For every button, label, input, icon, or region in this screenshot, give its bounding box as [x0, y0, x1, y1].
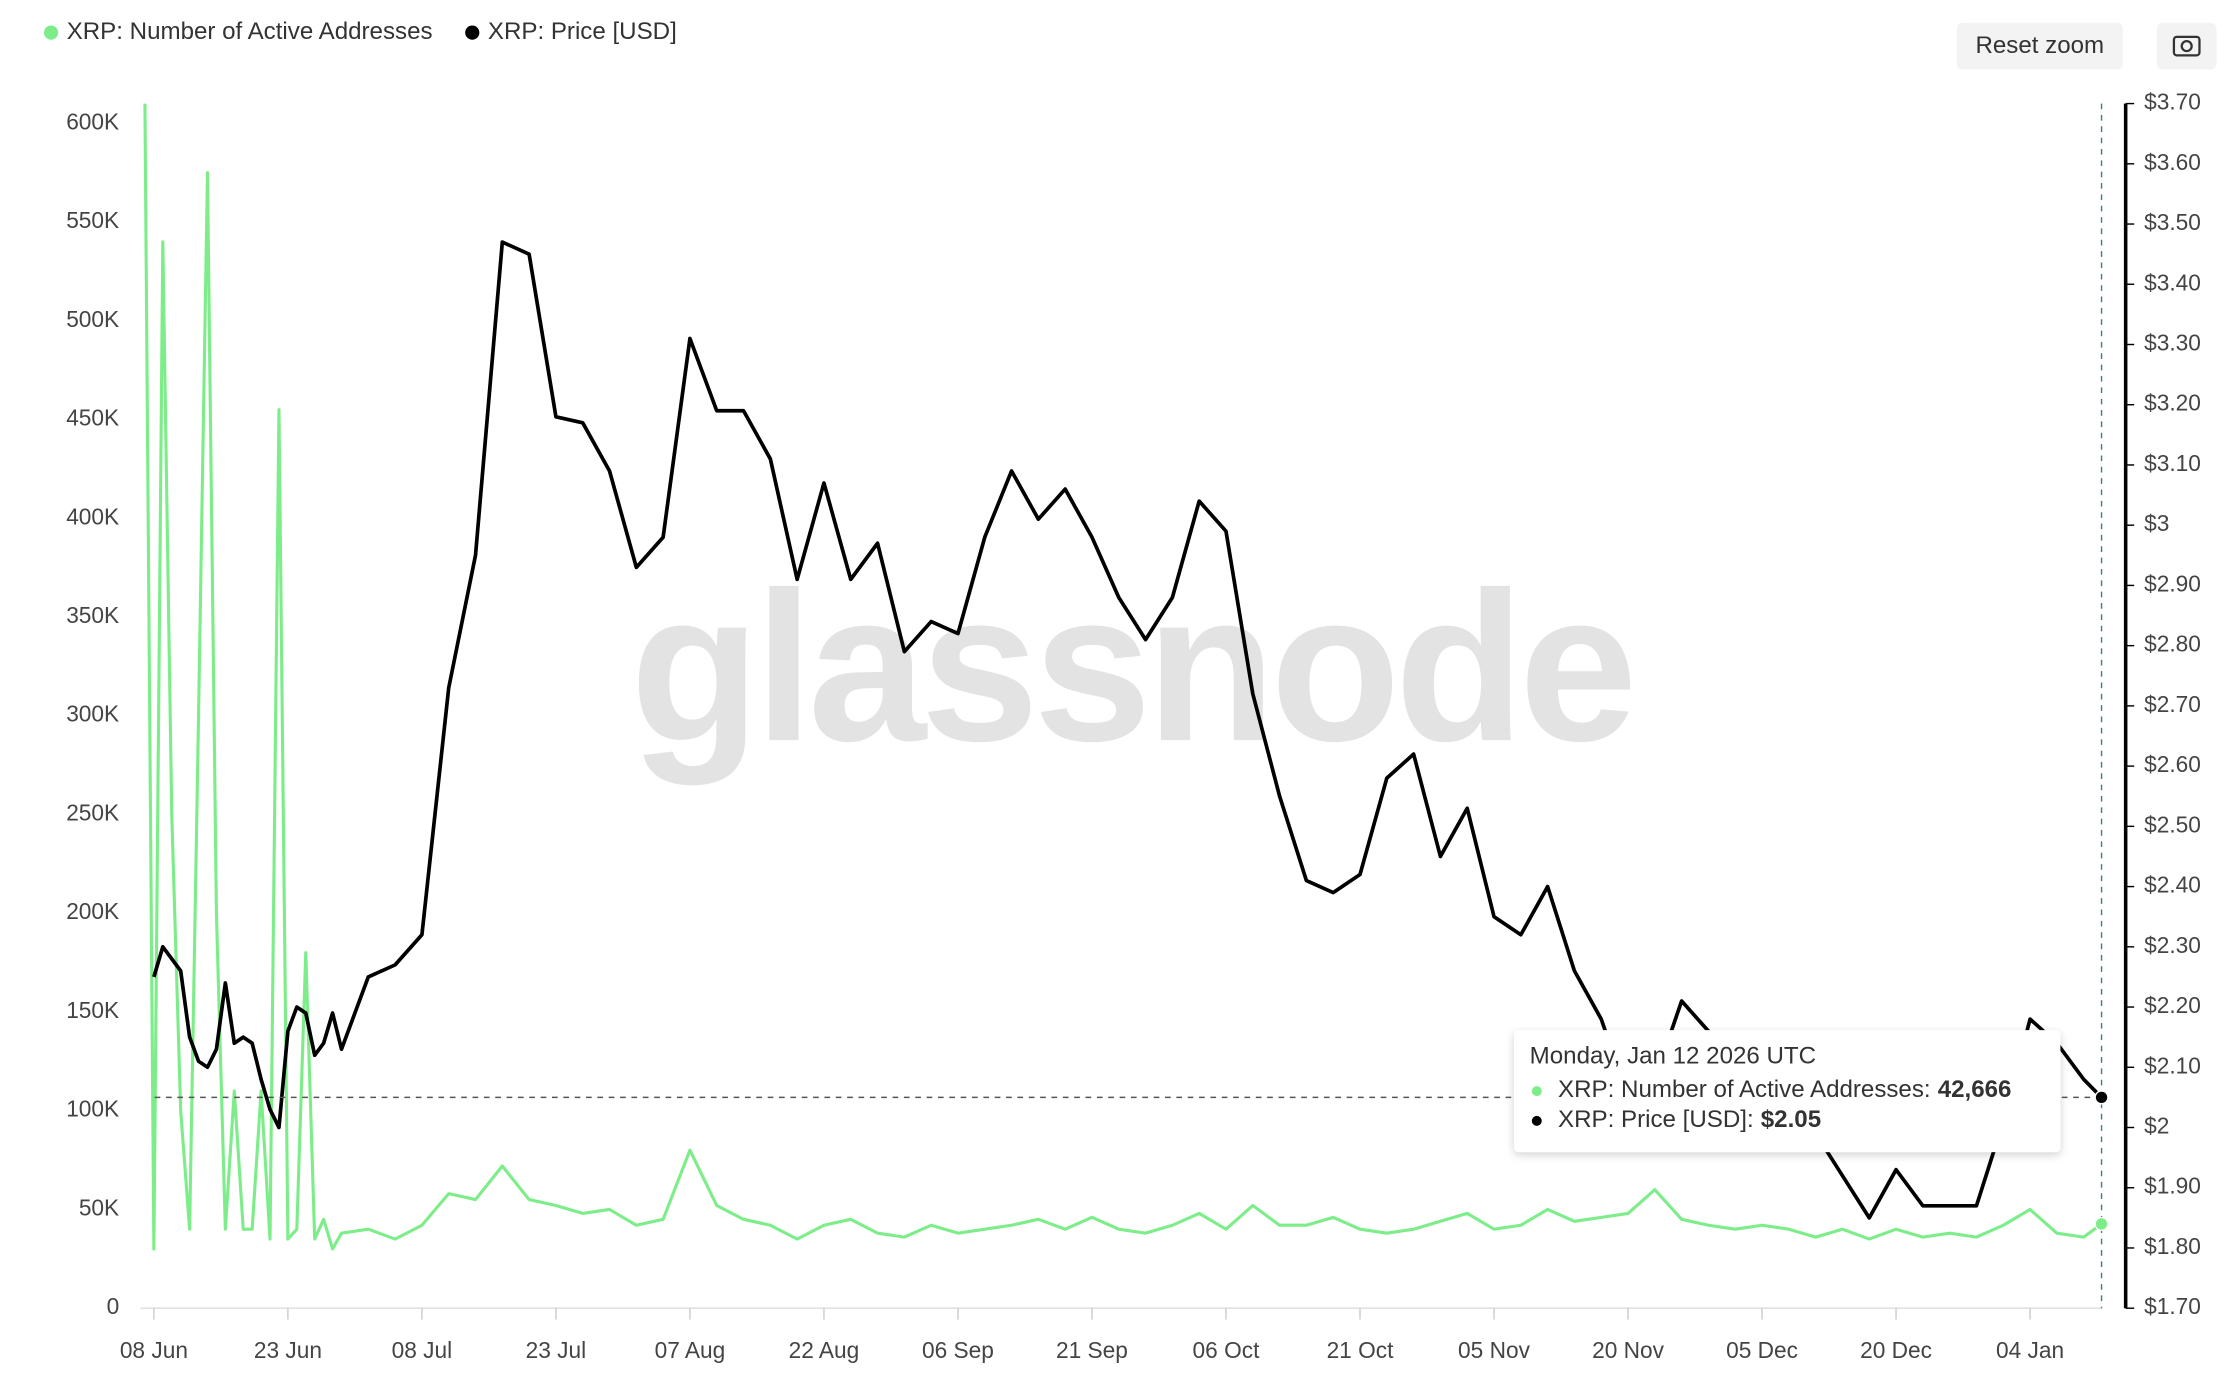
- x-tick-label: 21 Oct: [1327, 1337, 1395, 1363]
- y2-tick-label: $2.70: [2144, 691, 2201, 717]
- y2-tick-label: $1.90: [2144, 1173, 2201, 1199]
- x-tick-label: 08 Jun: [120, 1337, 188, 1363]
- x-tick-label: 23 Jul: [526, 1337, 587, 1363]
- y2-tick-label: $3.60: [2144, 149, 2201, 175]
- x-tick-label: 23 Jun: [254, 1337, 322, 1363]
- x-tick-label: 20 Dec: [1860, 1337, 1932, 1363]
- y2-tick-label: $2.80: [2144, 631, 2201, 657]
- tooltip-box: [1514, 1030, 2061, 1153]
- button-label[interactable]: Reset zoom: [1975, 32, 2104, 59]
- x-tick-label: 08 Jul: [392, 1337, 453, 1363]
- reset-zoom-button[interactable]: Reset zoom: [1956, 22, 2123, 70]
- y2-tick-label: $3.10: [2144, 450, 2201, 476]
- y2-tick-label: $2: [2144, 1113, 2169, 1139]
- y2-tick-label: $3.40: [2144, 269, 2201, 295]
- y2-tick-label: $2.50: [2144, 811, 2201, 837]
- y2-tick-label: $3.50: [2144, 209, 2201, 235]
- tooltip-line: XRP: Number of Active Addresses: 42,666: [1558, 1076, 2011, 1103]
- x-tick-label: 05 Nov: [1458, 1337, 1531, 1363]
- y-tick-label: 300K: [66, 701, 119, 727]
- y2-tick-label: $2.20: [2144, 992, 2201, 1018]
- y-tick-label: 200K: [66, 898, 119, 924]
- y-tick-label: 100K: [66, 1096, 119, 1122]
- y-tick-label: 400K: [66, 503, 119, 529]
- x-tick-label: 06 Sep: [922, 1337, 994, 1363]
- legend-label: XRP: Number of Active Addresses: [67, 18, 433, 45]
- y-tick-label: 550K: [66, 207, 119, 233]
- y-tick-label: 150K: [66, 997, 119, 1023]
- x-tick-label: 21 Sep: [1056, 1337, 1128, 1363]
- y2-tick-label: $3: [2144, 510, 2169, 536]
- tooltip-separator: :: [1747, 1106, 1754, 1133]
- y-tick-label: 500K: [66, 306, 119, 332]
- tooltip-line: XRP: Price [USD]: $2.05: [1558, 1106, 1821, 1133]
- legend-marker: [43, 25, 59, 40]
- hover-point: [2094, 1216, 2109, 1232]
- screenshot-button[interactable]: [2156, 22, 2217, 70]
- y-tick-label: 350K: [66, 602, 119, 628]
- legend-marker: [465, 25, 480, 40]
- x-tick-label: 05 Dec: [1726, 1337, 1798, 1363]
- button-bg[interactable]: [2156, 22, 2217, 70]
- x-tick-label: 04 Jan: [1996, 1337, 2064, 1363]
- tooltip-marker: [1531, 1086, 1542, 1097]
- hover-point: [2094, 1090, 2109, 1105]
- y2-tick-label: $2.30: [2144, 932, 2201, 958]
- y2-tick-label: $2.40: [2144, 872, 2201, 898]
- x-tick-label: 07 Aug: [655, 1337, 726, 1363]
- tooltip-value: 42,666: [1938, 1076, 2012, 1103]
- button-bg[interactable]: [1956, 22, 2123, 70]
- x-tick-label: 22 Aug: [789, 1337, 860, 1363]
- legend-label: XRP: Price [USD]: [488, 18, 677, 45]
- y-tick-label: 0: [107, 1293, 120, 1319]
- y2-tick-label: $2.90: [2144, 570, 2201, 596]
- y2-tick-label: $1.80: [2144, 1233, 2201, 1259]
- tooltip-marker: [1531, 1115, 1542, 1126]
- y2-tick-label: $2.10: [2144, 1052, 2201, 1078]
- y2-tick-label: $3.30: [2144, 330, 2201, 356]
- legend: XRP: Number of Active Addresses XRP: Pric…: [43, 18, 677, 45]
- tooltip-series-name: XRP: Number of Active Addresses: [1558, 1076, 1924, 1103]
- x-tick-label: 20 Nov: [1592, 1337, 1665, 1363]
- y-tick-label: 600K: [66, 108, 119, 134]
- camera-icon[interactable]: [2172, 35, 2201, 57]
- y2-tick-label: $1.70: [2144, 1293, 2201, 1319]
- tooltip-date: Monday, Jan 12 2026 UTC: [1530, 1042, 1816, 1069]
- camera-lens[interactable]: [2180, 40, 2193, 53]
- tooltip: Monday, Jan 12 2026 UTC XRP: Number of Ac…: [1514, 1030, 2061, 1153]
- y-tick-label: 450K: [66, 405, 119, 431]
- watermark: glassnode: [630, 548, 1632, 786]
- y-tick-label: 50K: [79, 1194, 119, 1220]
- series-line: [143, 103, 2103, 1251]
- tooltip-separator: :: [1924, 1076, 1931, 1103]
- y2-tick-label: $3.20: [2144, 390, 2201, 416]
- y2-tick-label: $3.70: [2144, 89, 2201, 115]
- x-tick-label: 06 Oct: [1193, 1337, 1261, 1363]
- y2-tick-label: $2.60: [2144, 751, 2201, 777]
- tooltip-value: $2.05: [1761, 1106, 1821, 1133]
- y-tick-label: 250K: [66, 799, 119, 825]
- tooltip-series-name: XRP: Price [USD]: [1558, 1106, 1747, 1133]
